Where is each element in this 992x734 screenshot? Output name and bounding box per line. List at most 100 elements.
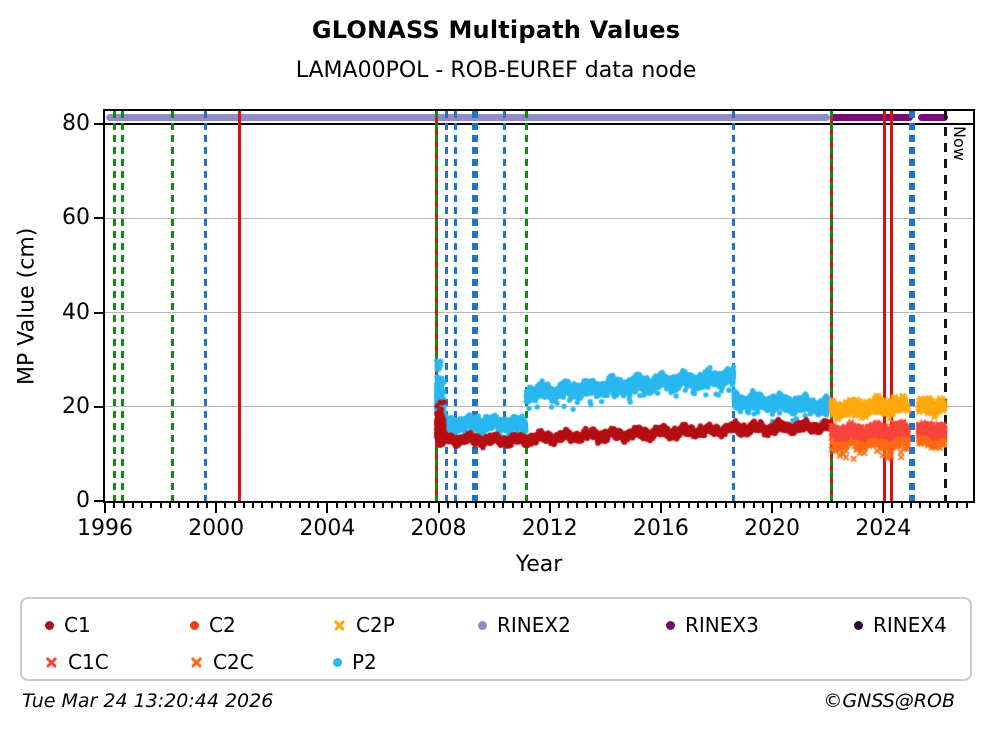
legend-item-rinex4: RINEX4 <box>854 612 947 638</box>
legend-item-c2: C2 <box>190 612 236 638</box>
legend-label: RINEX2 <box>497 613 571 637</box>
x-tick <box>104 503 106 513</box>
x-tick <box>557 503 560 508</box>
legend-label: C1C <box>68 650 109 674</box>
x-tick <box>465 503 468 508</box>
x-tick <box>808 503 811 508</box>
y-tick-label: 0 <box>76 488 90 513</box>
x-tick <box>354 503 357 508</box>
x-tick <box>539 503 542 508</box>
x-tick <box>752 503 755 508</box>
rinex2-dot-icon <box>478 620 487 630</box>
y-tick <box>94 405 103 408</box>
x-tick <box>391 503 394 508</box>
x-tick <box>493 503 496 508</box>
x-tick <box>687 503 690 508</box>
x-tick <box>771 503 774 513</box>
y-tick <box>94 123 103 125</box>
x-tick-label: 2016 <box>632 516 689 541</box>
x-tick <box>567 503 570 508</box>
x-tick <box>965 503 968 508</box>
legend-label: RINEX3 <box>685 613 759 637</box>
x-tick <box>928 503 931 508</box>
legend-label: C2 <box>209 613 236 637</box>
x-tick <box>252 503 255 508</box>
x-tick <box>159 503 162 508</box>
x-tick <box>576 503 579 508</box>
x-tick <box>743 503 746 508</box>
x-tick <box>863 503 866 508</box>
x-tick <box>168 503 171 508</box>
x-tick <box>854 503 857 508</box>
c1-dot-icon <box>45 620 54 630</box>
legend-label: RINEX4 <box>873 613 947 637</box>
x-tick <box>650 503 653 508</box>
x-tick <box>604 503 607 508</box>
x-tick <box>919 503 922 508</box>
x-tick <box>502 503 505 508</box>
x-tick <box>178 503 181 508</box>
x-tick <box>400 503 403 508</box>
x-tick <box>910 503 913 508</box>
plot-inner: Now <box>105 111 973 501</box>
x-tick <box>632 503 635 508</box>
x-tick <box>780 503 783 508</box>
x-tick-label: 2008 <box>410 516 467 541</box>
x-tick <box>372 503 375 508</box>
x-tick <box>187 503 190 508</box>
x-tick <box>530 503 533 508</box>
x-tick <box>261 503 264 508</box>
x-tick <box>845 503 848 508</box>
x-tick-label: 2000 <box>188 516 245 541</box>
x-tick-label: 2020 <box>744 516 801 541</box>
legend-item-c1: C1 <box>45 612 91 638</box>
x-tick-label: 2004 <box>299 516 356 541</box>
x-tick <box>622 503 625 508</box>
x-tick <box>835 503 838 508</box>
legend-item-c2p: C2P <box>333 612 395 638</box>
x-tick <box>595 503 598 508</box>
legend: C1 C2 C2P RINEX2 RINEX3 RINEX4 C1C C2C P2 <box>20 597 972 681</box>
x-tick <box>696 503 699 508</box>
x-tick <box>956 503 959 508</box>
x-tick <box>150 503 153 508</box>
x-tick <box>900 503 903 508</box>
credit: ©GNSS@ROB <box>823 690 955 712</box>
y-tick <box>94 311 103 314</box>
x-tick <box>947 503 950 508</box>
x-tick <box>817 503 820 508</box>
x-tick <box>761 503 764 508</box>
now-label: Now <box>950 126 970 161</box>
c1c-x-icon <box>45 656 58 669</box>
x-tick <box>724 503 727 508</box>
x-tick <box>298 503 301 508</box>
legend-label: C2P <box>356 613 395 637</box>
x-tick <box>613 503 616 508</box>
x-tick-label: 1996 <box>77 516 133 541</box>
y-tick-label: 60 <box>62 205 90 231</box>
y-tick <box>94 500 103 502</box>
x-tick <box>715 503 718 508</box>
legend-item-c1c: C1C <box>45 649 109 675</box>
x-tick <box>418 503 421 508</box>
plot-area: Now <box>103 109 975 503</box>
x-tick <box>215 503 218 513</box>
x-tick-label: 2012 <box>521 516 578 541</box>
x-tick <box>363 503 366 508</box>
x-tick <box>233 503 236 508</box>
legend-label: C1 <box>64 613 91 637</box>
x-tick <box>270 503 273 508</box>
x-tick <box>937 503 940 508</box>
x-tick <box>520 503 523 508</box>
x-tick <box>789 503 792 508</box>
x-tick <box>381 503 384 508</box>
rinex3-dot-icon <box>666 620 675 630</box>
x-tick <box>317 503 320 508</box>
x-tick <box>344 503 347 508</box>
x-tick <box>706 503 709 508</box>
y-tick-label: 40 <box>62 299 90 325</box>
legend-label: C2C <box>213 650 254 674</box>
x-tick <box>548 503 551 513</box>
x-tick <box>585 503 588 508</box>
